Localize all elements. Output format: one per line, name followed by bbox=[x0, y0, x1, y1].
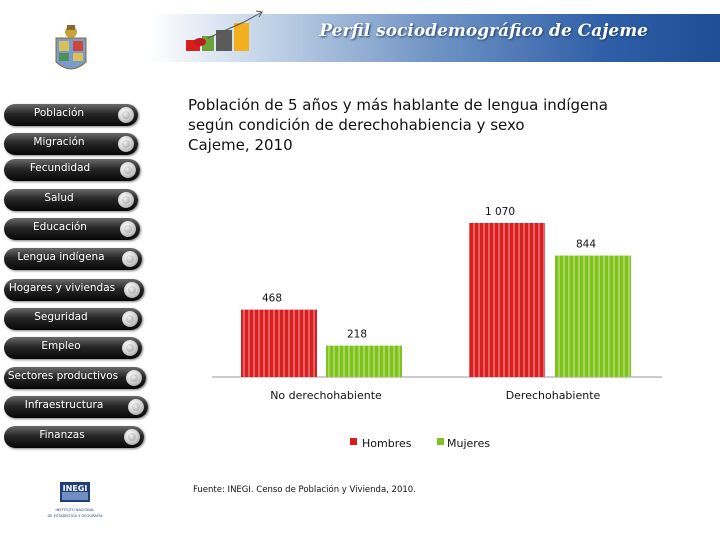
sidebar-item-empleo[interactable]: Empleo bbox=[4, 337, 142, 359]
inegi-subtitle-1: INSTITUTO NACIONAL bbox=[56, 508, 95, 512]
sidebar-item-finanzas[interactable]: Finanzas bbox=[4, 426, 144, 448]
knob-icon bbox=[128, 399, 144, 415]
sidebar-item-label: Población bbox=[33, 107, 85, 119]
chart-title-line: según condición de derechohabiencia y se… bbox=[188, 116, 525, 134]
chart-title-line: Población de 5 años y más hablante de le… bbox=[188, 96, 608, 114]
bar-mujeres-no-derechohabiente bbox=[326, 345, 402, 377]
knob-icon bbox=[118, 192, 134, 208]
knob-icon bbox=[118, 107, 134, 123]
sidebar-item-label: Hogares y viviendas bbox=[8, 282, 116, 294]
data-label-mujeres-no-derechohabiente: 218 bbox=[347, 329, 367, 341]
sidebar-item-label: Educación bbox=[33, 221, 87, 233]
sidebar-item-educacion[interactable]: Educación bbox=[4, 218, 140, 240]
sidebar-item-hogares-y-viviendas[interactable]: Hogares y viviendas bbox=[4, 279, 144, 301]
sidebar-item-label: Fecundidad bbox=[29, 162, 91, 174]
sidebar-nav: Población Migración Fecundidad Salud Edu… bbox=[0, 96, 160, 456]
sidebar-item-label: Empleo bbox=[41, 340, 81, 352]
knob-icon bbox=[124, 282, 140, 298]
chart-title-line: Cajeme, 2010 bbox=[188, 136, 293, 154]
bar-mujeres-derechohabiente bbox=[555, 255, 631, 377]
bar-chart-logo-icon bbox=[186, 10, 263, 51]
knob-icon bbox=[120, 221, 136, 237]
sidebar-item-label: Salud bbox=[44, 192, 74, 204]
header: Perfil sociodemográfico de Cajeme bbox=[0, 0, 720, 70]
coat-of-arms-icon bbox=[55, 25, 87, 70]
sidebar-item-infraestructura[interactable]: Infraestructura bbox=[4, 396, 148, 418]
sidebar-item-poblacion[interactable]: Población bbox=[4, 104, 138, 126]
sidebar-item-lengua-indigena[interactable]: Lengua indígena bbox=[4, 248, 142, 270]
data-label-hombres-derechohabiente: 1 070 bbox=[485, 206, 515, 218]
sidebar-item-seguridad[interactable]: Seguridad bbox=[4, 308, 142, 330]
knob-icon bbox=[118, 136, 134, 152]
source-note: Fuente: INEGI. Censo de Población y Vivi… bbox=[193, 485, 416, 495]
data-label-hombres-no-derechohabiente: 468 bbox=[262, 293, 282, 305]
chart-title: Población de 5 años y más hablante de le… bbox=[188, 95, 688, 155]
knob-icon bbox=[124, 429, 140, 445]
page-title: Perfil sociodemográfico de Cajeme bbox=[319, 21, 648, 41]
category-label-derechohabiente: Derechohabiente bbox=[506, 389, 601, 402]
sidebar-item-label: Migración bbox=[33, 136, 85, 148]
legend-label-mujeres: Mujeres bbox=[447, 437, 490, 450]
legend-swatch-hombres bbox=[350, 438, 357, 445]
knob-icon bbox=[122, 340, 138, 356]
sidebar-item-label: Seguridad bbox=[34, 311, 88, 323]
inegi-logo-text: INEGI bbox=[63, 484, 88, 493]
sidebar-item-fecundidad[interactable]: Fecundidad bbox=[4, 159, 140, 181]
sidebar-item-label: Infraestructura bbox=[24, 399, 104, 411]
sidebar-item-migracion[interactable]: Migración bbox=[4, 133, 138, 155]
category-label-no-derechohabiente: No derechohabiente bbox=[270, 389, 382, 402]
sidebar-item-salud[interactable]: Salud bbox=[4, 189, 138, 211]
sidebar-item-label: Lengua indígena bbox=[17, 251, 105, 263]
legend-label-hombres: Hombres bbox=[362, 437, 412, 450]
bar-hombres-no-derechohabiente bbox=[241, 309, 317, 377]
data-label-mujeres-derechohabiente: 844 bbox=[576, 239, 596, 251]
sidebar-item-sectores-productivos[interactable]: Sectores productivos bbox=[4, 367, 146, 389]
knob-icon bbox=[120, 162, 136, 178]
knob-icon bbox=[122, 251, 138, 267]
legend-swatch-mujeres bbox=[437, 438, 444, 445]
bar-hombres-derechohabiente bbox=[469, 223, 545, 377]
inegi-subtitle-2: DE ESTADÍSTICA Y GEOGRAFÍA bbox=[48, 513, 104, 518]
knob-icon bbox=[122, 311, 138, 327]
inegi-logo: INEGI INSTITUTO NACIONAL DE ESTADÍSTICA … bbox=[48, 482, 104, 518]
knob-icon bbox=[126, 370, 142, 386]
sidebar-item-label: Sectores productivos bbox=[7, 370, 119, 382]
sidebar-item-label: Finanzas bbox=[39, 429, 85, 441]
